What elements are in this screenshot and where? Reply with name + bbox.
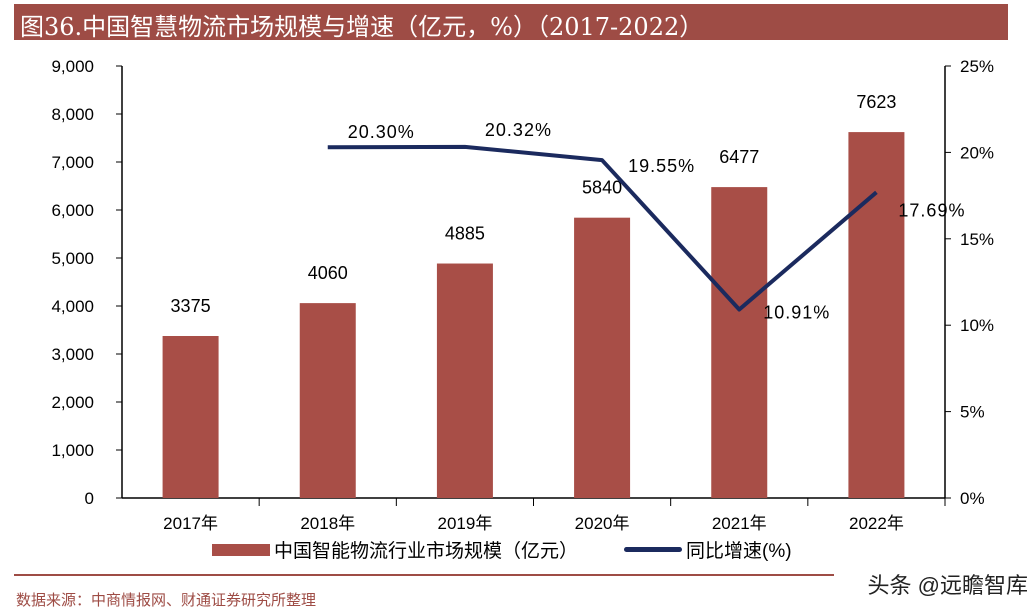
left-tick-label: 6,000 bbox=[51, 201, 94, 220]
bar-data-label: 5840 bbox=[582, 178, 622, 198]
bar bbox=[574, 217, 631, 498]
right-tick-label: 0% bbox=[960, 489, 985, 508]
legend-swatch-line bbox=[624, 547, 683, 552]
bar bbox=[299, 303, 356, 498]
chart-title: 图36.中国智慧物流市场规模与增速（亿元，%）（2017-2022） bbox=[20, 13, 704, 41]
line-data-label: 20.32% bbox=[485, 120, 552, 140]
left-tick-label: 8,000 bbox=[51, 105, 94, 124]
line-data-label: 17.69% bbox=[898, 200, 965, 220]
legend: 中国智能物流行业市场规模（亿元） 同比增速(%) bbox=[212, 536, 792, 563]
x-tick-label: 2017年 bbox=[163, 514, 218, 533]
x-tick-label: 2019年 bbox=[438, 514, 493, 533]
x-tick-label: 2021年 bbox=[712, 514, 767, 533]
bar-data-label: 3375 bbox=[171, 296, 211, 316]
line-data-label: 20.30% bbox=[348, 122, 415, 142]
bar-data-label: 6477 bbox=[719, 147, 759, 167]
source-note: 数据来源：中商情报网、财通证券研究所整理 bbox=[16, 591, 317, 609]
left-tick-label: 7,000 bbox=[51, 153, 94, 172]
title-bar: 图36.中国智慧物流市场规模与增速（亿元，%）（2017-2022） bbox=[14, 4, 1008, 41]
right-tick-label: 25% bbox=[960, 57, 994, 76]
line-data-label: 10.91% bbox=[763, 302, 830, 322]
x-tick-label: 2020年 bbox=[575, 514, 630, 533]
chart: 0 1,000 2,000 3,000 4,000 5,000 6,000 7,000 8,00… bbox=[51, 57, 994, 533]
bar-data-label: 4885 bbox=[445, 224, 485, 244]
right-tick-label: 5% bbox=[960, 403, 985, 422]
legend-label-bar: 中国智能物流行业市场规模（亿元） bbox=[274, 541, 579, 562]
right-tick-label: 10% bbox=[960, 316, 994, 335]
left-tick-label: 4,000 bbox=[51, 297, 94, 316]
bar bbox=[848, 132, 905, 498]
line-data-label: 19.55% bbox=[628, 156, 695, 176]
left-tick-label: 5,000 bbox=[51, 249, 94, 268]
right-tick-label: 20% bbox=[960, 143, 994, 162]
right-tick-label: 15% bbox=[960, 230, 994, 249]
left-tick-label: 3,000 bbox=[51, 345, 94, 364]
bar bbox=[162, 336, 219, 498]
bar bbox=[711, 187, 768, 498]
left-tick-label: 0 bbox=[85, 489, 94, 508]
bar bbox=[436, 263, 493, 498]
watermark: 头条 @远瞻智库 bbox=[867, 573, 1028, 598]
x-tick-label: 2022年 bbox=[849, 514, 904, 533]
legend-swatch-bar bbox=[212, 543, 270, 556]
bar-data-label: 4060 bbox=[308, 263, 348, 283]
divider bbox=[14, 574, 834, 576]
bar-data-label: 7623 bbox=[856, 92, 896, 112]
left-tick-label: 2,000 bbox=[51, 393, 94, 412]
legend-label-line: 同比增速(%) bbox=[686, 541, 792, 562]
left-tick-label: 9,000 bbox=[51, 57, 94, 76]
x-tick-label: 2018年 bbox=[300, 514, 355, 533]
left-tick-label: 1,000 bbox=[51, 441, 94, 460]
